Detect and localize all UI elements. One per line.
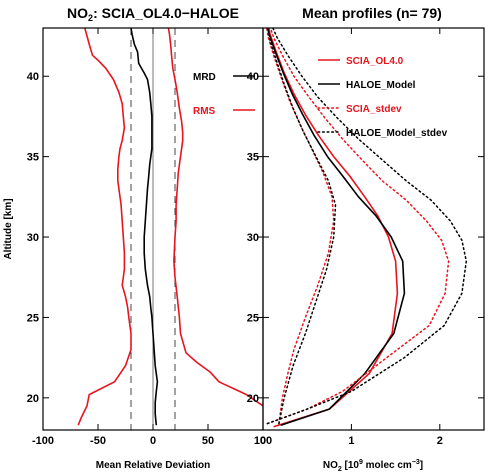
y-tick-label: 25: [27, 312, 39, 324]
x-tick-label: 0: [150, 435, 156, 447]
x-tick-label: -100: [32, 435, 54, 447]
left-y-axis-label: Altitude [km]: [3, 198, 14, 259]
x-tick-label: 1: [348, 435, 354, 447]
legend-label: HALOE_Model: [346, 80, 416, 91]
x-tick-label: 0: [260, 435, 266, 447]
y-tick-label: 35: [27, 152, 39, 164]
y-tick-label: 35: [247, 152, 259, 164]
left-x-ticks: -100 -50 0 50 100: [32, 28, 272, 447]
right-x-ticks: 0 1 2: [260, 28, 443, 447]
right-chart-title: Mean profiles (n= 79): [302, 5, 442, 21]
right-x-axis-label: NO2 [109 molec cm−3]: [323, 459, 423, 473]
right-series: [265, 28, 468, 428]
legend-label: SCIA_stdev: [346, 104, 402, 115]
x-tick-label: 50: [202, 435, 214, 447]
left-y-ticks: 20 25 30 35 40: [27, 71, 263, 405]
y-tick-label: 40: [27, 71, 39, 83]
left-chart-title: NO2: SCIA_OL4.0−HALOE: [67, 5, 239, 23]
series-line-extra-5: [266, 28, 337, 425]
left-series: [77, 28, 263, 426]
y-tick-label: 20: [247, 393, 259, 405]
right-legend: SCIA_OL4.0 HALOE_Model SCIA_stdev HALOE_Mod…: [317, 56, 448, 139]
series-line-rms: [77, 28, 132, 426]
right-panel: 0 1 2 20 25 30 35 40 NO2 [109 molec cm−3] SCIA…: [247, 27, 485, 473]
y-tick-label: 25: [247, 312, 259, 324]
y-tick-label: 30: [27, 232, 39, 244]
left-panel: -100 -50 0 50 100 20 25 30 35 40 Mean Relative D…: [3, 27, 272, 471]
series-line-mrd: [130, 28, 159, 426]
series-line-extra-2: [167, 28, 263, 408]
x-tick-label: 100: [254, 435, 272, 447]
series-line-haloe-model: [267, 28, 406, 426]
series-line-scia-stdev: [266, 28, 450, 425]
x-tick-label: 2: [437, 435, 443, 447]
legend-label: HALOE_Model_stdev: [346, 128, 448, 139]
y-tick-label: 30: [247, 232, 259, 244]
legend-label: MRD: [193, 72, 216, 83]
left-x-axis-label: Mean Relative Deviation: [96, 460, 210, 471]
right-y-ticks: 20 25 30 35 40: [247, 71, 484, 405]
x-tick-label: -50: [90, 435, 106, 447]
legend-label: SCIA_OL4.0: [346, 56, 404, 67]
y-tick-label: 40: [247, 71, 259, 83]
left-reference-lines: [130, 28, 176, 430]
series-line-extra-3: [265, 28, 335, 425]
legend-label: RMS: [193, 106, 216, 117]
y-tick-label: 20: [27, 393, 39, 405]
left-legend: MRD RMS: [193, 72, 255, 117]
right-plot-frame: [262, 27, 485, 431]
series-line-haloe-model-stdev: [266, 28, 468, 425]
